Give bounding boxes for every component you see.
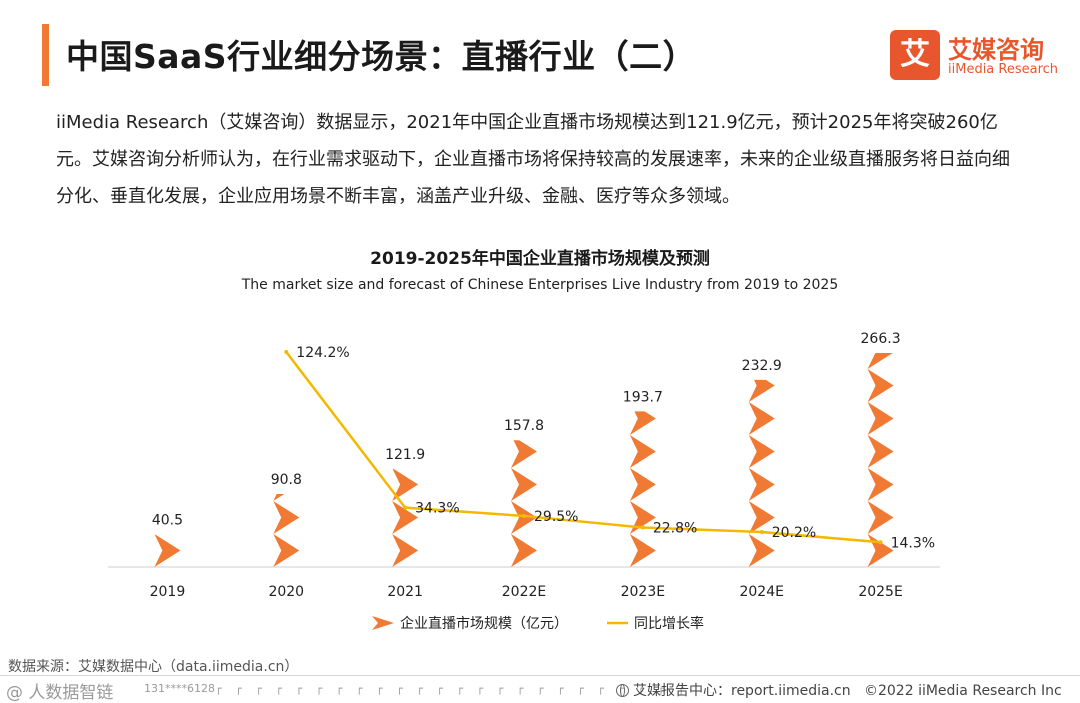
watermark-id-text: 131****6128	[144, 682, 215, 695]
bar-segment	[748, 534, 775, 567]
growth-rate-point	[284, 350, 289, 355]
title-accent-bar	[42, 24, 49, 86]
bar-segment	[867, 402, 894, 435]
bar-value-label: 157.8	[504, 418, 544, 434]
bar-segment	[511, 440, 537, 468]
bar-segment	[273, 435, 299, 468]
bar-segment	[748, 468, 775, 501]
growth-rate-point	[403, 505, 408, 510]
bar-segment	[867, 435, 894, 468]
legend-line-label: 同比增长率	[634, 615, 704, 632]
bar-segment	[392, 469, 419, 501]
legend-bar-swatch	[372, 616, 394, 630]
bar-segment	[392, 534, 419, 567]
bar-segment	[867, 369, 894, 402]
report-center-link[interactable]: 艾媒报告中心：report.iimedia.cn	[633, 683, 851, 699]
bar-segment	[629, 534, 656, 567]
footer-report-center: 艾媒报告中心：report.iimedia.cn ©2022 iiMedia R…	[616, 680, 1062, 700]
bar-value-label: 40.5	[152, 512, 183, 528]
bar-segment	[273, 534, 300, 567]
bar-value-label: 266.3	[861, 331, 901, 347]
iimedia-logo: 艾 艾媒咨询 iiMedia Research	[890, 30, 1070, 82]
x-tick-label: 2023E	[621, 584, 665, 600]
watermark-text: @ 人数据智链	[6, 683, 114, 703]
bar-segment	[154, 534, 181, 567]
watermark-ticks: ┌ ┌ ┌ ┌ ┌ ┌ ┌ ┌ ┌ ┌ ┌ ┌ ┌ ┌ ┌ ┌ ┌ ┌ ┌ ┌ …	[215, 682, 690, 695]
bar-value-label: 232.9	[742, 358, 782, 374]
copyright: ©2022 iiMedia Research Inc	[863, 683, 1062, 699]
bar-segment	[748, 435, 775, 468]
growth-rate-label: 20.2%	[772, 525, 816, 541]
x-tick-label: 2025E	[858, 584, 902, 600]
watermark-id: 131****6128┌ ┌ ┌ ┌ ┌ ┌ ┌ ┌ ┌ ┌ ┌ ┌ ┌ ┌ ┌…	[144, 682, 689, 695]
bar-2024E	[748, 379, 775, 567]
growth-rate-point	[759, 530, 764, 535]
logo-name-en: iiMedia Research	[948, 62, 1059, 77]
growth-rate-label: 34.3%	[415, 501, 459, 517]
intro-paragraph: iiMedia Research（艾媒咨询）数据显示，2021年中国企业直播市场…	[56, 112, 1010, 207]
bar-2020	[273, 435, 300, 567]
legend-bar-label: 企业直播市场规模（亿元）	[400, 615, 568, 632]
data-source: 数据来源：艾媒数据中心（data.iimedia.cn）	[8, 659, 299, 675]
growth-rate-label: 29.5%	[534, 509, 578, 525]
bar-segment	[748, 402, 775, 435]
page-title: 中国SaaS行业细分场景：直播行业（二）	[66, 37, 697, 76]
growth-rate-label: 14.3%	[891, 535, 935, 551]
logo-name-cn: 艾媒咨询	[948, 36, 1044, 64]
x-tick-label: 2021	[387, 584, 423, 600]
bar-segment	[867, 501, 894, 534]
x-tick-label: 2020	[268, 584, 304, 600]
bar-segment	[273, 501, 300, 534]
bar-segment	[867, 468, 894, 501]
chart-subtitle: The market size and forecast of Chinese …	[241, 277, 839, 293]
growth-rate-point	[522, 513, 526, 518]
growth-rate-label: 124.2%	[296, 345, 349, 361]
bar-segment	[867, 353, 893, 369]
bar-segment	[273, 494, 285, 501]
chart-title: 2019-2025年中国企业直播市场规模及预测	[370, 249, 710, 269]
x-tick-label: 2024E	[739, 584, 783, 600]
bar-2021	[392, 469, 419, 567]
growth-rate-label: 22.8%	[653, 521, 697, 537]
logo-mark-icon: 艾	[890, 30, 940, 80]
bar-segment	[748, 501, 775, 534]
bar-segment	[629, 435, 656, 468]
bar-value-label: 90.8	[271, 472, 302, 488]
bar-value-label: 121.9	[385, 447, 425, 463]
bar-2019	[154, 534, 181, 567]
bar-segment	[511, 468, 537, 501]
globe-icon	[616, 684, 629, 697]
bar-value-label: 193.7	[623, 389, 663, 405]
bar-segment	[511, 534, 537, 567]
bar-segment	[629, 411, 656, 435]
bar-segment	[748, 379, 775, 402]
growth-rate-point	[640, 525, 645, 530]
growth-rate-point	[878, 540, 883, 545]
footer-divider	[0, 675, 1080, 676]
x-tick-label: 2019	[150, 584, 186, 600]
growth-rate-line	[285, 351, 881, 544]
x-tick-label: 2022E	[502, 584, 546, 600]
bar-2022E	[511, 440, 537, 567]
bar-segment	[629, 468, 656, 501]
bar-segment	[392, 501, 419, 534]
